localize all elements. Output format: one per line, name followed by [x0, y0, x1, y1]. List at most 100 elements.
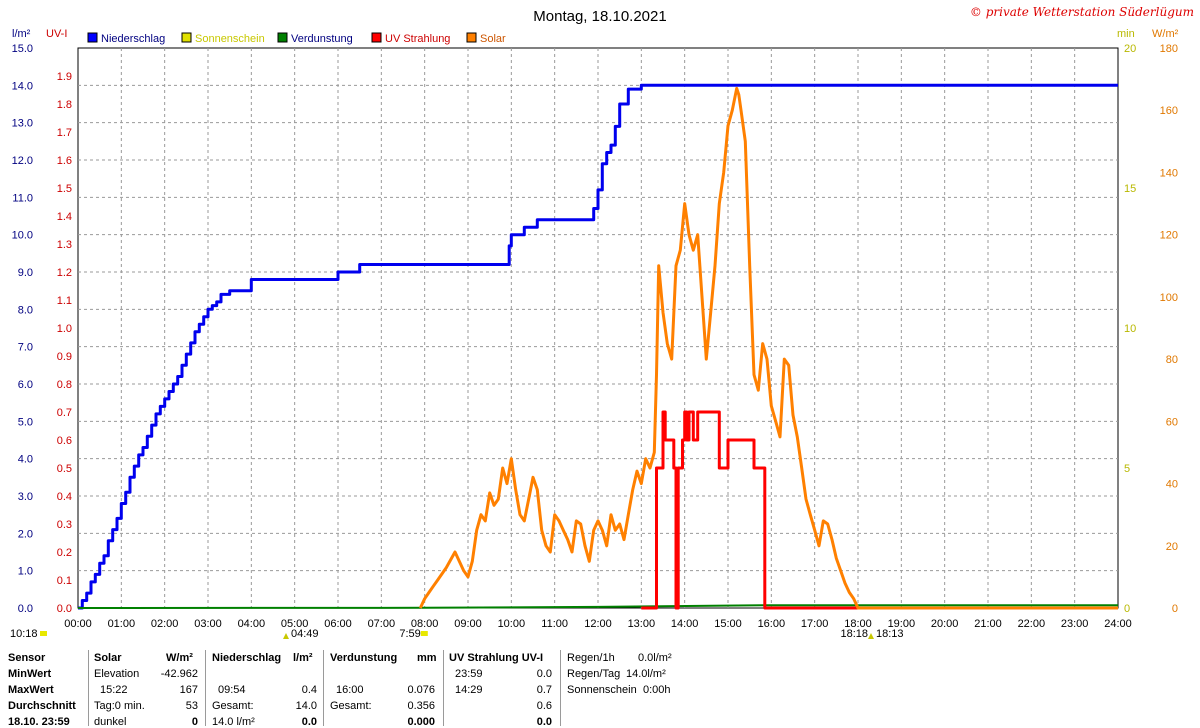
time-marker-icon [283, 633, 289, 639]
stats-panel: Sensor MinWert MaxWert Durchschnitt 18.1… [0, 648, 1200, 728]
rain-axis-tick-label: 2.0 [18, 528, 33, 540]
stats-solar-row-value: 167 [179, 684, 198, 696]
stats-divider [323, 650, 324, 726]
legend-label: Niederschlag [101, 33, 165, 45]
uv-axis-tick-label: 0.6 [57, 435, 72, 447]
rain-axis-tick-label: 1.0 [18, 566, 33, 578]
stats-sensor-label: Sensor [8, 652, 46, 664]
stats-rain-row-value: 14.0 [295, 700, 317, 712]
time-marker-icon [868, 633, 874, 639]
rain-axis-tick-label: 13.0 [12, 118, 33, 130]
sun-axis-tick-label: 10 [1124, 323, 1136, 335]
stats-uv-row-label: 14:29 [455, 684, 483, 696]
stats-date-label: 18.10. 23:59 [8, 716, 70, 728]
rain-axis-tick-label: 9.0 [18, 267, 33, 279]
stats-solar-unit: W/m² [166, 652, 193, 664]
legend-label: Verdunstung [291, 33, 353, 45]
x-tick-label: 11:00 [541, 618, 568, 630]
series-line-uv-strahlung [641, 410, 1118, 610]
rain-axis-tick-label: 6.0 [18, 379, 33, 391]
time-marker-label: 04:49 [291, 628, 319, 640]
time-marker-label: 10:18 [10, 628, 38, 640]
stats-extra-label: Regen/1h [567, 652, 615, 664]
rain-axis-tick-label: 7.0 [18, 342, 33, 354]
stats-uv-row-value: 0.6 [536, 700, 552, 712]
sun-axis-tick-label: 20 [1124, 43, 1136, 55]
rain-axis-unit: l/m² [12, 28, 31, 40]
rain-axis-tick-label: 8.0 [18, 304, 33, 316]
x-tick-label: 24:00 [1104, 618, 1132, 630]
legend-swatch [371, 32, 382, 43]
stats-evap-unit: mm [417, 652, 437, 664]
sun-axis-tick-label: 5 [1124, 463, 1130, 475]
solar-axis-tick-label: 40 [1166, 479, 1178, 491]
sun-axis-tick-label: 15 [1124, 183, 1136, 195]
uv-axis-tick-label: 0.9 [57, 351, 72, 363]
time-marker-label: 7:59 [399, 628, 420, 640]
x-tick-label: 09:00 [454, 618, 482, 630]
weather-chart: Montag, 18.10.2021 © private Wetterstati… [10, 5, 1194, 640]
stats-extra-value: 14.0l/m² [626, 668, 666, 680]
solar-axis-tick-label: 140 [1160, 167, 1178, 179]
stats-solar-row-value: 0 [191, 716, 198, 728]
time-marker-icon [40, 631, 47, 636]
sun-axis-tick-label: 0 [1124, 603, 1130, 615]
stats-divider [205, 650, 206, 726]
rain-axis-tick-label: 12.0 [12, 155, 33, 167]
chart-title: Montag, 18.10.2021 [533, 8, 666, 25]
stats-extra-label: Regen/Tag [567, 668, 621, 680]
solar-axis-tick-label: 180 [1160, 43, 1178, 55]
series-line-niederschlag [78, 83, 1118, 610]
copyright-notice: © private Wetterstation Süderlügum [970, 5, 1194, 19]
chart-grid [77, 47, 1119, 609]
stats-extra-label: Sonnenschein [567, 684, 637, 696]
rain-axis-tick-label: 15.0 [12, 43, 33, 55]
x-tick-label: 01:00 [108, 618, 136, 630]
x-tick-label: 18:00 [844, 618, 872, 630]
solar-axis-tick-label: 20 [1166, 541, 1178, 553]
stats-rain-row-label: 09:54 [218, 684, 246, 696]
chart-axes: 00:00 01:00 02:00 03:00 04:00 05:00 06:00 07:00… [12, 28, 1179, 630]
chart-legend: Niederschlag Sonnenschein Verdunstung UV St… [87, 32, 506, 45]
x-tick-label: 13:00 [628, 618, 656, 630]
uv-axis-tick-label: 1.3 [57, 239, 72, 251]
x-tick-label: 21:00 [974, 618, 1002, 630]
rain-axis-tick-label: 14.0 [12, 80, 33, 92]
time-marker-icon [420, 631, 428, 636]
x-tick-label: 07:00 [368, 618, 396, 630]
legend-swatch [87, 32, 98, 43]
solar-axis-tick-label: 100 [1160, 292, 1178, 304]
stats-rain-row-label: Gesamt: [212, 700, 254, 712]
stats-solar-row-label: 15:22 [100, 684, 128, 696]
stats-solar-header: Solar [94, 652, 122, 664]
solar-axis-tick-label: 60 [1166, 416, 1178, 428]
stats-avg-label: Durchschnitt [8, 700, 76, 712]
rain-axis-tick-label: 0.0 [18, 603, 33, 615]
stats-extra-value: 0:00h [643, 684, 671, 696]
rain-axis-tick-label: 10.0 [12, 230, 33, 242]
uv-axis-tick-label: 0.5 [57, 463, 72, 475]
stats-uv-row-value: 0.7 [536, 684, 552, 696]
time-markers: 10:18 04:49 7:59 18:18 18:13 [10, 628, 904, 640]
uv-axis-tick-label: 1.6 [57, 155, 72, 167]
uv-axis-tick-label: 0.2 [57, 547, 72, 559]
stats-solar-row-label: Tag:0 min. [94, 700, 145, 712]
x-tick-label: 23:00 [1061, 618, 1089, 630]
uv-axis-unit: UV-I [46, 28, 67, 40]
stats-rain-unit: l/m² [293, 652, 313, 664]
stats-solar-row-label: Elevation [94, 668, 140, 680]
solar-axis-unit: W/m² [1152, 28, 1179, 40]
legend-swatch [277, 32, 288, 43]
solar-axis-tick-label: 160 [1160, 105, 1178, 117]
stats-rain-row-label: 14.0 l/m² [212, 716, 255, 728]
uv-axis-tick-label: 0.1 [57, 575, 72, 587]
stats-rain-row-value: 0.0 [301, 716, 317, 728]
rain-axis-tick-label: 3.0 [18, 491, 33, 503]
legend-label: Solar [480, 33, 506, 45]
legend-label: UV Strahlung [385, 33, 450, 45]
stats-divider [443, 650, 444, 726]
sun-axis-unit: min [1117, 28, 1135, 40]
x-tick-label: 15:00 [714, 618, 742, 630]
stats-divider [88, 650, 89, 726]
x-tick-label: 17:00 [801, 618, 829, 630]
